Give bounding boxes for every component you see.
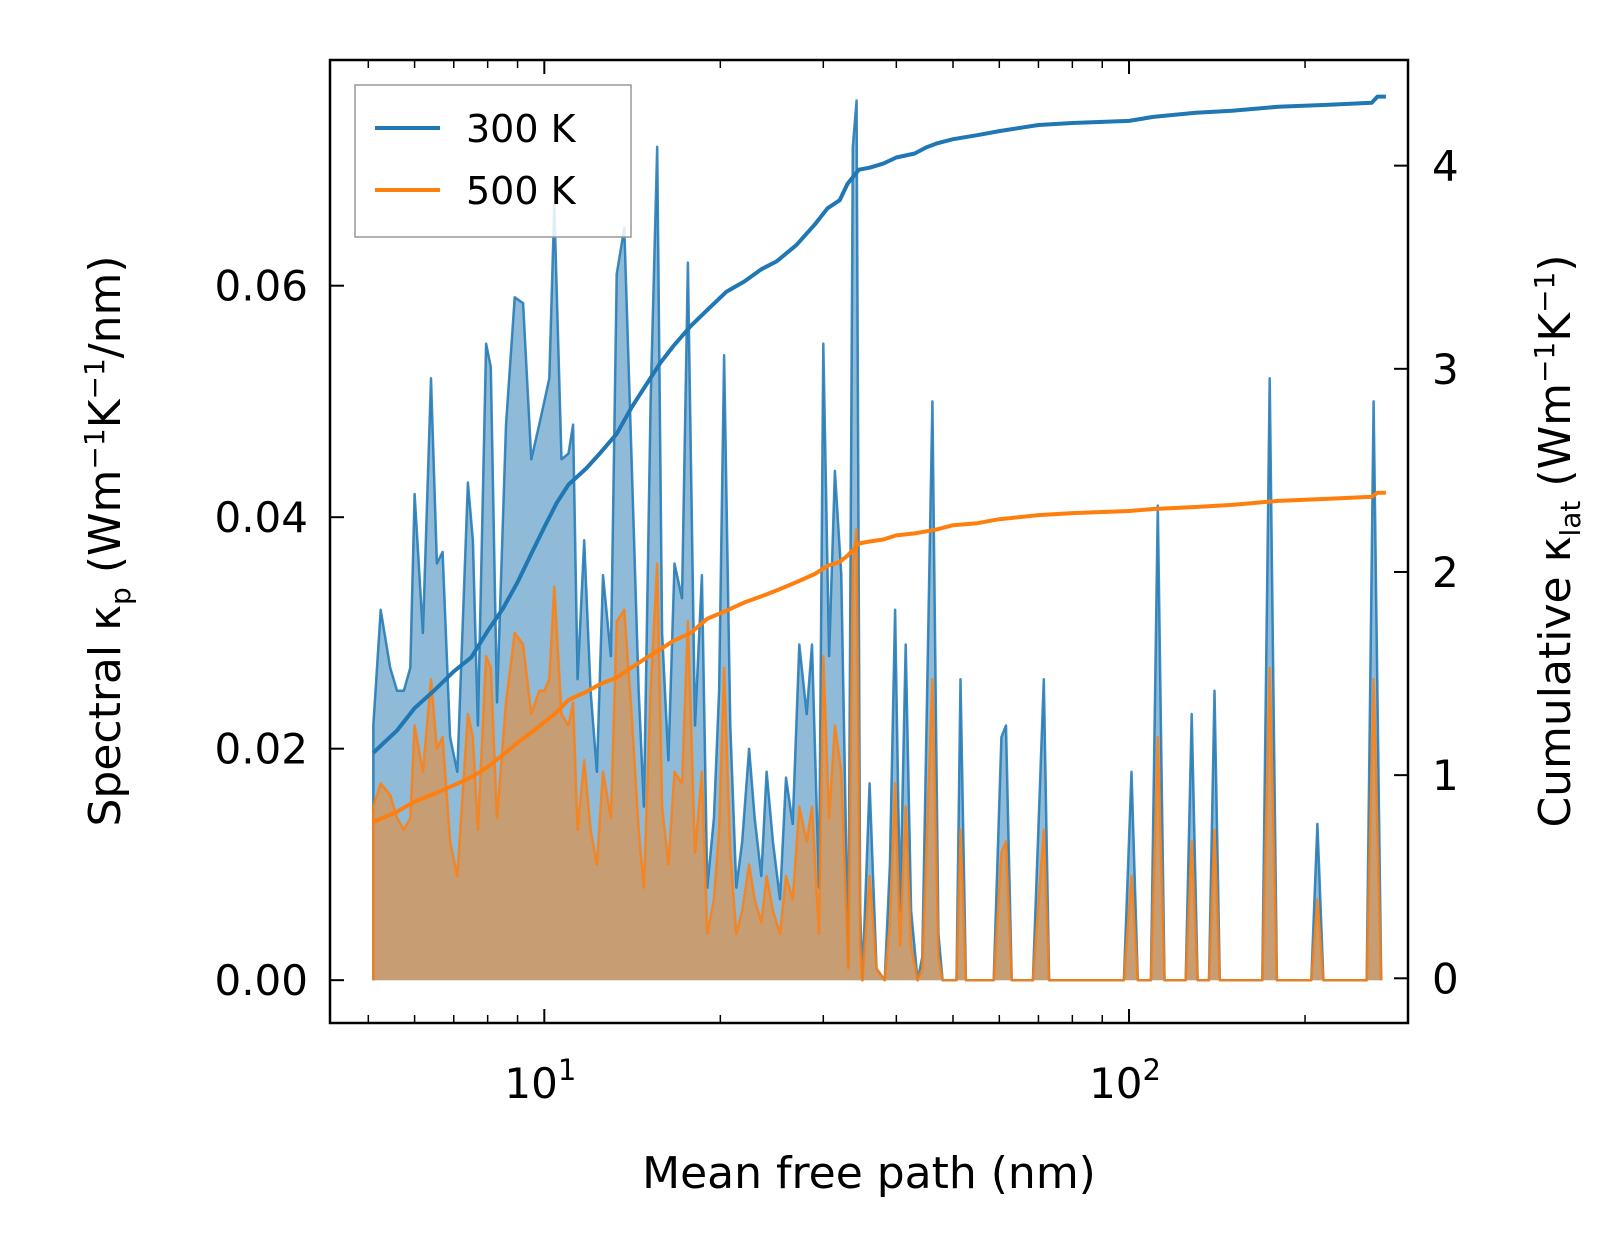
spectral-line-500k <box>372 527 1383 982</box>
plot-area <box>371 94 1386 982</box>
right-y-tick-label: 3 <box>1432 345 1459 394</box>
right-y-tick-label: 2 <box>1432 548 1459 597</box>
x-axis-label: Mean free path (nm) <box>642 1148 1096 1199</box>
left-y-axis-label: Spectral κp (Wm−1K−1/nm) <box>78 255 137 826</box>
left-y-tick-label: 0.02 <box>214 725 308 774</box>
legend-frame <box>354 84 632 238</box>
right-y-tick-label: 1 <box>1432 751 1459 800</box>
legend-label-500k: 500 K <box>466 169 577 213</box>
right-y-tick-label: 4 <box>1432 142 1459 191</box>
spectral-area-500k <box>373 528 1382 981</box>
left-y-tick-label: 0.00 <box>214 956 308 1005</box>
left-y-tick-label: 0.04 <box>214 493 308 542</box>
legend-label-300k: 300 K <box>466 107 577 151</box>
plot-frame <box>328 58 1410 1025</box>
right-y-tick-label: 0 <box>1432 954 1459 1003</box>
x-tick-label: 101 <box>504 1053 576 1108</box>
legend: 300 K 500 K <box>354 84 632 238</box>
cumulative-line-500k <box>372 490 1386 824</box>
left-y-tick-label: 0.06 <box>214 262 308 311</box>
tick-labels: 101 102 0.00 0.02 0.04 0.06 0 1 2 3 4 <box>214 142 1458 1108</box>
x-tick-label: 102 <box>1089 1053 1161 1108</box>
cumulative-line-300k <box>371 94 1386 755</box>
right-y-axis-label: Cumulative κlat (Wm−1K−1) <box>1528 254 1587 827</box>
